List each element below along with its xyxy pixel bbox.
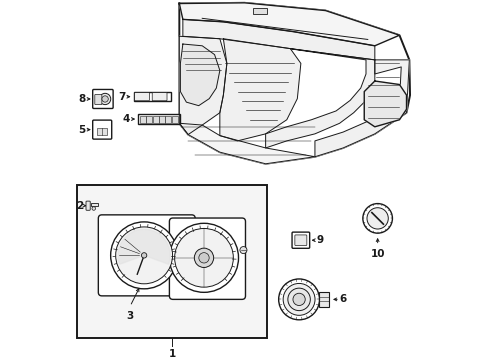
Circle shape xyxy=(194,248,213,267)
FancyBboxPatch shape xyxy=(159,116,164,122)
FancyBboxPatch shape xyxy=(140,116,145,122)
Circle shape xyxy=(102,96,108,102)
FancyBboxPatch shape xyxy=(133,92,170,101)
Circle shape xyxy=(92,207,95,210)
Polygon shape xyxy=(179,36,226,135)
Text: 2: 2 xyxy=(76,201,83,211)
Polygon shape xyxy=(314,60,408,157)
Polygon shape xyxy=(220,39,300,141)
Circle shape xyxy=(141,253,146,258)
Circle shape xyxy=(278,279,319,320)
Text: 6: 6 xyxy=(339,294,346,305)
FancyBboxPatch shape xyxy=(86,201,90,210)
Text: 7: 7 xyxy=(118,92,125,102)
FancyBboxPatch shape xyxy=(152,116,158,122)
FancyBboxPatch shape xyxy=(291,232,309,248)
FancyBboxPatch shape xyxy=(134,93,149,101)
Polygon shape xyxy=(364,81,406,127)
Text: 4: 4 xyxy=(122,114,130,124)
Text: 9: 9 xyxy=(316,235,323,245)
FancyBboxPatch shape xyxy=(93,90,113,108)
Polygon shape xyxy=(118,229,170,264)
Text: 3: 3 xyxy=(126,311,133,321)
FancyBboxPatch shape xyxy=(171,116,177,122)
Polygon shape xyxy=(179,3,409,164)
Polygon shape xyxy=(179,3,399,46)
FancyBboxPatch shape xyxy=(93,120,111,139)
FancyBboxPatch shape xyxy=(165,116,171,122)
FancyBboxPatch shape xyxy=(253,8,267,14)
FancyBboxPatch shape xyxy=(169,218,245,300)
Circle shape xyxy=(199,253,209,263)
Text: 8: 8 xyxy=(79,94,85,104)
Circle shape xyxy=(366,208,387,229)
FancyBboxPatch shape xyxy=(294,235,306,246)
Circle shape xyxy=(240,247,246,253)
Text: 10: 10 xyxy=(369,249,384,259)
Circle shape xyxy=(362,204,392,233)
Circle shape xyxy=(116,227,172,284)
Circle shape xyxy=(99,93,110,105)
FancyBboxPatch shape xyxy=(138,114,179,124)
Bar xyxy=(77,185,267,338)
Circle shape xyxy=(292,293,305,306)
Polygon shape xyxy=(183,19,374,60)
FancyBboxPatch shape xyxy=(318,292,328,307)
Circle shape xyxy=(169,223,238,292)
FancyBboxPatch shape xyxy=(98,215,195,296)
Polygon shape xyxy=(179,123,314,164)
FancyBboxPatch shape xyxy=(95,94,102,105)
FancyBboxPatch shape xyxy=(96,127,107,135)
Circle shape xyxy=(110,222,177,289)
Polygon shape xyxy=(180,44,220,106)
Circle shape xyxy=(283,283,314,315)
Text: 1: 1 xyxy=(168,350,176,359)
FancyBboxPatch shape xyxy=(152,93,167,101)
Text: 5: 5 xyxy=(79,125,85,135)
Circle shape xyxy=(287,288,310,311)
Polygon shape xyxy=(265,49,374,148)
Circle shape xyxy=(174,229,233,287)
FancyBboxPatch shape xyxy=(146,116,152,122)
FancyBboxPatch shape xyxy=(91,203,98,206)
